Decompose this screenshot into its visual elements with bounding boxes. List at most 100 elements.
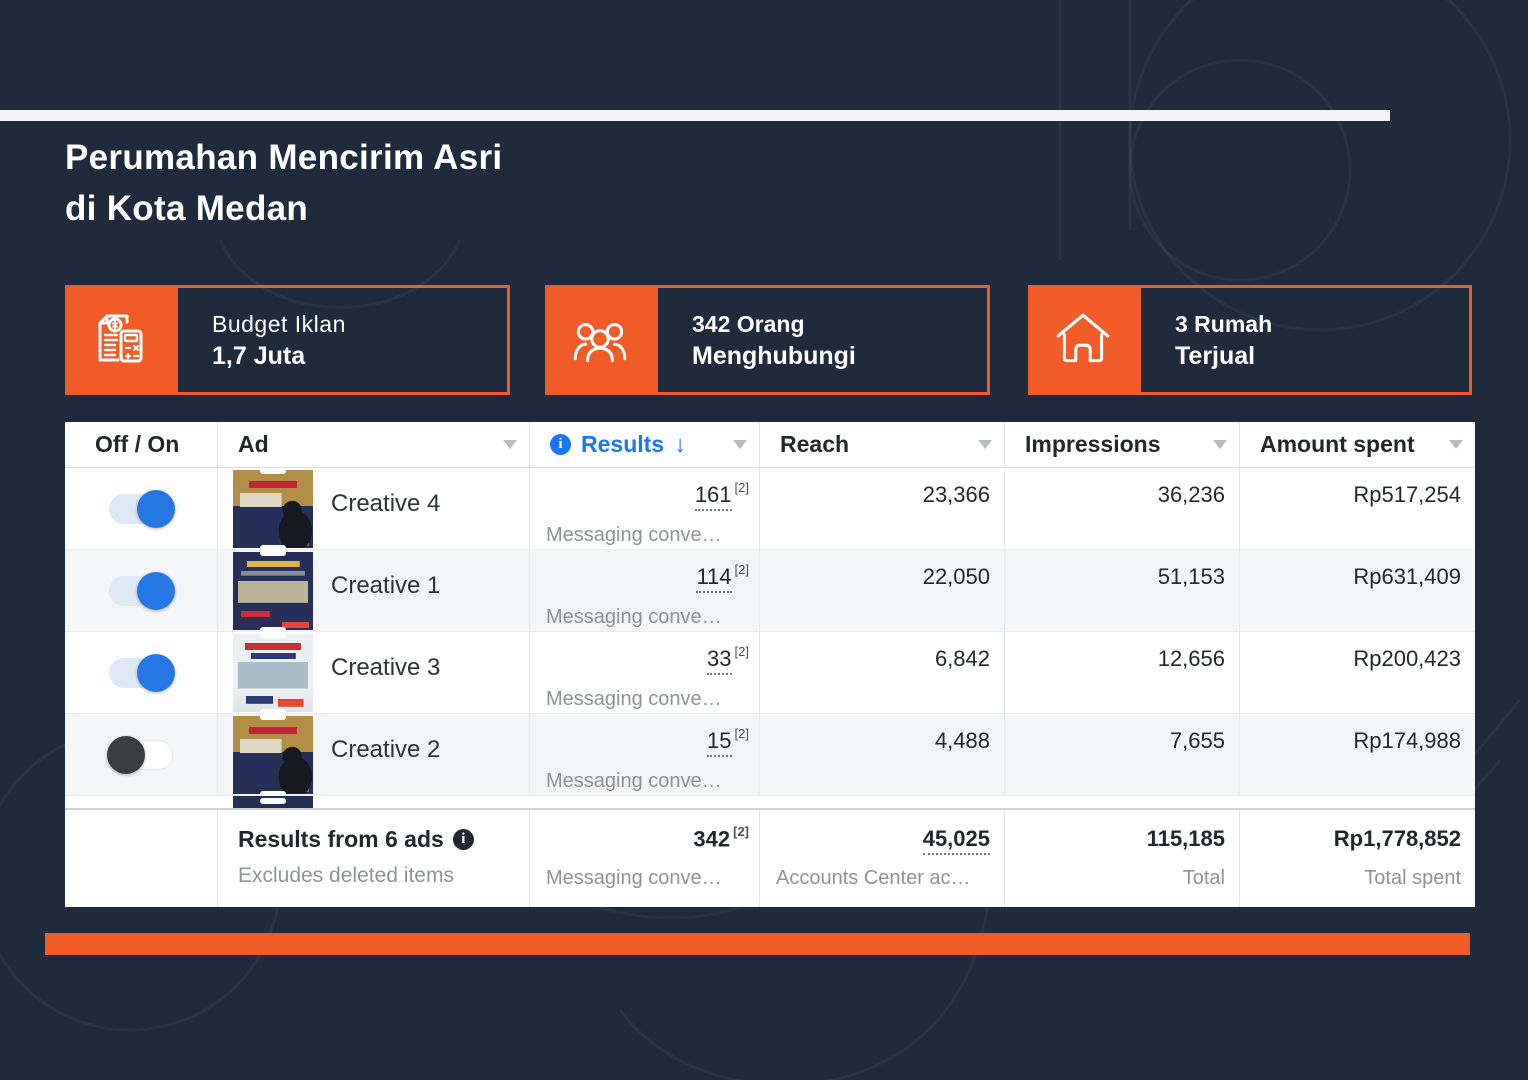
header-amount-spent[interactable]: Amount spent xyxy=(1240,422,1475,467)
toggle-knob xyxy=(137,490,175,528)
ad-thumbnail[interactable] xyxy=(233,552,313,630)
summary-impressions-label: Total xyxy=(1182,867,1225,889)
sort-caret-icon xyxy=(1213,440,1227,449)
page-title-line2: di Kota Medan xyxy=(65,189,309,228)
ads-table: Off / On Ad i Results ↓ Reach Impression… xyxy=(65,422,1475,907)
results-type: Messaging conve… xyxy=(546,770,722,793)
toggle-knob xyxy=(137,654,175,692)
summary-amount-label: Total spent xyxy=(1364,867,1461,889)
ad-thumbnail-partial xyxy=(233,796,313,808)
house-icon xyxy=(1028,285,1138,395)
stat-value: 1,7 Juta xyxy=(212,341,306,370)
stat-label: Budget Iklan xyxy=(212,310,346,337)
summary-impressions-value: 115,185 xyxy=(1146,826,1225,851)
ad-thumbnail[interactable] xyxy=(233,470,313,548)
amount-spent-value: Rp517,254 xyxy=(1353,482,1461,507)
stat-card-sold-box: 3 Rumah Terjual xyxy=(1138,285,1472,395)
summary-title: Results from 6 ads xyxy=(238,826,444,852)
ad-toggle[interactable] xyxy=(109,654,175,692)
impressions-value: 51,153 xyxy=(1005,550,1240,631)
stat-value: Menghubungi xyxy=(692,341,856,370)
table-header-row: Off / On Ad i Results ↓ Reach Impression… xyxy=(65,422,1475,468)
results-type: Messaging conve… xyxy=(546,688,722,711)
results-value: 114 xyxy=(696,564,732,594)
stat-label: 342 Orang xyxy=(692,310,805,337)
amount-spent-value: Rp200,423 xyxy=(1353,646,1461,671)
header-reach-label: Reach xyxy=(780,431,850,457)
table-row: Creative 2 15 [2] Messaging conve… 4,488 … xyxy=(65,714,1475,796)
results-footnote: [2] xyxy=(734,726,749,741)
results-value: 161 xyxy=(694,482,732,512)
table-summary-row: Results from 6 ads i Excludes deleted it… xyxy=(65,810,1475,907)
ad-name[interactable]: Creative 2 xyxy=(331,736,441,763)
ad-toggle[interactable] xyxy=(107,736,173,774)
table-row: Creative 4 161 [2] Messaging conve… 23,36… xyxy=(65,468,1475,550)
header-impressions-label: Impressions xyxy=(1025,431,1161,457)
sort-descending-icon: ↓ xyxy=(674,430,687,458)
top-accent-bar xyxy=(0,110,1390,121)
header-ad[interactable]: Ad xyxy=(218,422,530,467)
stat-card-contacts: 342 Orang Menghubungi xyxy=(545,285,990,395)
info-icon[interactable]: i xyxy=(452,829,474,850)
reach-value: 22,050 xyxy=(760,550,1005,631)
reach-value: 23,366 xyxy=(760,468,1005,549)
sort-caret-icon xyxy=(503,440,517,449)
results-footnote: [2] xyxy=(734,480,749,495)
header-results[interactable]: i Results ↓ xyxy=(530,422,760,467)
header-impressions[interactable]: Impressions xyxy=(1005,422,1240,467)
header-reach[interactable]: Reach xyxy=(760,422,1005,467)
impressions-value: 36,236 xyxy=(1005,468,1240,549)
results-type: Messaging conve… xyxy=(546,606,722,629)
summary-divider xyxy=(65,808,1475,810)
ad-name[interactable]: Creative 3 xyxy=(331,654,441,681)
results-footnote: [2] xyxy=(734,562,749,577)
summary-amount-value: Rp1,778,852 xyxy=(1333,826,1461,851)
sort-caret-icon xyxy=(978,440,992,449)
amount-spent-value: Rp631,409 xyxy=(1353,564,1461,589)
stat-card-budget-box: Budget Iklan 1,7 Juta xyxy=(175,285,510,395)
header-off-on-label: Off / On xyxy=(95,431,180,457)
reach-value: 4,488 xyxy=(760,714,1005,795)
toggle-knob xyxy=(107,736,145,774)
ad-toggle[interactable] xyxy=(109,490,175,528)
impressions-value: 12,656 xyxy=(1005,632,1240,713)
sort-caret-icon xyxy=(1449,440,1463,449)
results-value: 15 xyxy=(707,728,732,758)
ad-name[interactable]: Creative 4 xyxy=(331,490,441,517)
bottom-accent-bar xyxy=(45,933,1470,955)
ad-thumbnail[interactable] xyxy=(233,634,313,712)
ad-toggle[interactable] xyxy=(109,572,175,610)
info-icon[interactable]: i xyxy=(550,434,571,455)
toggle-knob xyxy=(137,572,175,610)
header-amount-spent-label: Amount spent xyxy=(1260,431,1415,457)
results-footnote: [2] xyxy=(733,824,749,839)
header-ad-label: Ad xyxy=(238,431,269,457)
reach-value: 6,842 xyxy=(760,632,1005,713)
ad-name[interactable]: Creative 1 xyxy=(331,572,441,599)
sort-caret-icon xyxy=(733,440,747,449)
page-title-line1: Perumahan Mencirim Asri xyxy=(65,138,503,177)
results-value: 33 xyxy=(707,646,732,676)
stat-value: Terjual xyxy=(1175,341,1256,370)
summary-subtitle: Excludes deleted items xyxy=(238,864,454,887)
header-off-on: Off / On xyxy=(65,422,218,467)
header-results-label: Results xyxy=(581,431,665,457)
ad-thumbnail[interactable] xyxy=(233,716,313,794)
table-row: Creative 1 114 [2] Messaging conve… 22,05… xyxy=(65,550,1475,632)
people-group-icon xyxy=(545,285,655,395)
stat-card-budget: Budget Iklan 1,7 Juta xyxy=(65,285,510,395)
amount-spent-value: Rp174,988 xyxy=(1353,728,1461,753)
page-title: Perumahan Mencirim Asri di Kota Medan xyxy=(65,132,502,234)
impressions-value: 7,655 xyxy=(1005,714,1240,795)
invoice-calculator-icon xyxy=(65,285,175,395)
results-footnote: [2] xyxy=(734,644,749,659)
table-row: Creative 3 33 [2] Messaging conve… 6,842 … xyxy=(65,632,1475,714)
summary-reach-value: 45,025 xyxy=(922,826,990,855)
summary-results-type: Messaging conve… xyxy=(546,867,722,890)
summary-results-value: 342 xyxy=(693,826,731,852)
results-type: Messaging conve… xyxy=(546,524,722,547)
partial-next-row xyxy=(65,796,1475,808)
summary-reach-label: Accounts Center ac… xyxy=(776,867,971,889)
stat-label: 3 Rumah xyxy=(1175,310,1273,337)
